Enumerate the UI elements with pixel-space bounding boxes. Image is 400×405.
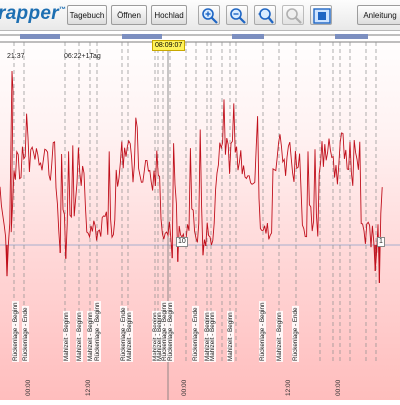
event-label: Rückenlage - Beginn [12,302,19,361]
event-label: Rückenlage - Ende [120,307,127,361]
zoom-in-button[interactable] [198,5,220,25]
time-tick-label: 00:00 [335,379,342,396]
event-label-bg [259,301,266,362]
event-label-bg [87,310,94,362]
event-label-bg [192,305,199,362]
event-label: Mahlzeit - Beginn [76,312,83,361]
event-label: Rückenlage - Ende [22,307,29,361]
zoom-out-icon [230,8,246,24]
schedule-bar [20,34,60,39]
schedule-bar [335,34,368,39]
event-label: Mahlzeit - Beginn [204,312,211,361]
value-marker-right: 1 [377,237,385,247]
event-label: Mahlzeit - Beginn [156,312,163,361]
event-label-bg [292,305,299,362]
event-label: Rückenlage - Beginn [161,302,168,361]
top-label-end: 06:22+1Tag [64,53,101,60]
event-label: Rückenlage - Beginn [259,302,266,361]
event-label: Mahlzeit - Beginn [152,312,159,361]
zoom-disabled-button[interactable] [282,5,304,25]
time-tick-label: 00:00 [181,379,188,396]
window-fit-button[interactable] [310,5,332,25]
time-ticks: 00:00 12:00 00:00 12:00 00:00 [25,379,342,396]
event-label: Mahlzeit - Beginn [87,312,94,361]
zoom-disabled-icon [286,8,302,24]
zoom-fit-icon [258,8,274,24]
event-label: Rückenlage - Beginn [94,302,101,361]
window-fit-icon [313,8,331,24]
low-value-spikes [6,245,380,283]
event-label: Rückenlage - Beginn [167,302,174,361]
event-bars [20,34,368,39]
event-label: Rückenlage - Ende [192,307,199,361]
zoom-out-button[interactable] [226,5,248,25]
schedule-bar [122,34,162,39]
upload-button[interactable]: Hochlad [151,5,187,25]
schedule-bar [232,34,264,39]
zoom-fit-button[interactable] [254,5,276,25]
event-label-bg [209,310,216,362]
event-label: Mahlzeit - Beginn [227,312,234,361]
time-tick-label: 00:00 [25,379,32,396]
event-label-bg [161,301,168,362]
event-label-bg [276,310,283,362]
event-label-bg [63,310,70,362]
event-label: Mahlzeit - Beginn [209,312,216,361]
event-label: Mahlzeit - Beginn [126,312,133,361]
chart-area[interactable]: Rückenlage - Beginn Rückenlage - Ende Mahl… [0,31,400,400]
data-series-line [0,70,383,283]
cursor-time-label: 08:09:07 [152,40,186,51]
event-label-bg [76,310,83,362]
time-tick-label: 12:00 [285,379,292,396]
top-label-start: 21:37 [7,53,25,60]
event-label-bg [126,310,133,362]
zoom-in-icon [202,8,218,24]
event-label: Mahlzeit - Beginn [63,312,70,361]
event-label-bg [22,305,29,362]
event-label: Rückenlage - Ende [292,307,299,361]
toolbar: rapper™ Tagebuch Öffnen Hochlad [0,0,400,31]
app-logo: rapper™ [0,3,67,24]
event-label: Mahlzeit - Beginn [276,312,283,361]
chart-svg[interactable]: Rückenlage - Beginn Rückenlage - Ende Mahl… [0,31,400,400]
event-label-bg [94,301,101,362]
time-tick-label: 12:00 [85,379,92,396]
event-labels: Rückenlage - Beginn Rückenlage - Ende Mahl… [12,301,299,362]
open-button[interactable]: Öffnen [111,5,147,25]
event-label-bg [120,305,127,362]
value-marker-left: 10 [176,237,188,247]
diary-button[interactable]: Tagebuch [67,5,107,25]
event-label-bg [227,310,234,362]
help-button[interactable]: Anleitung [357,5,400,25]
event-label-bg [167,301,174,362]
event-label-bg [12,301,19,362]
